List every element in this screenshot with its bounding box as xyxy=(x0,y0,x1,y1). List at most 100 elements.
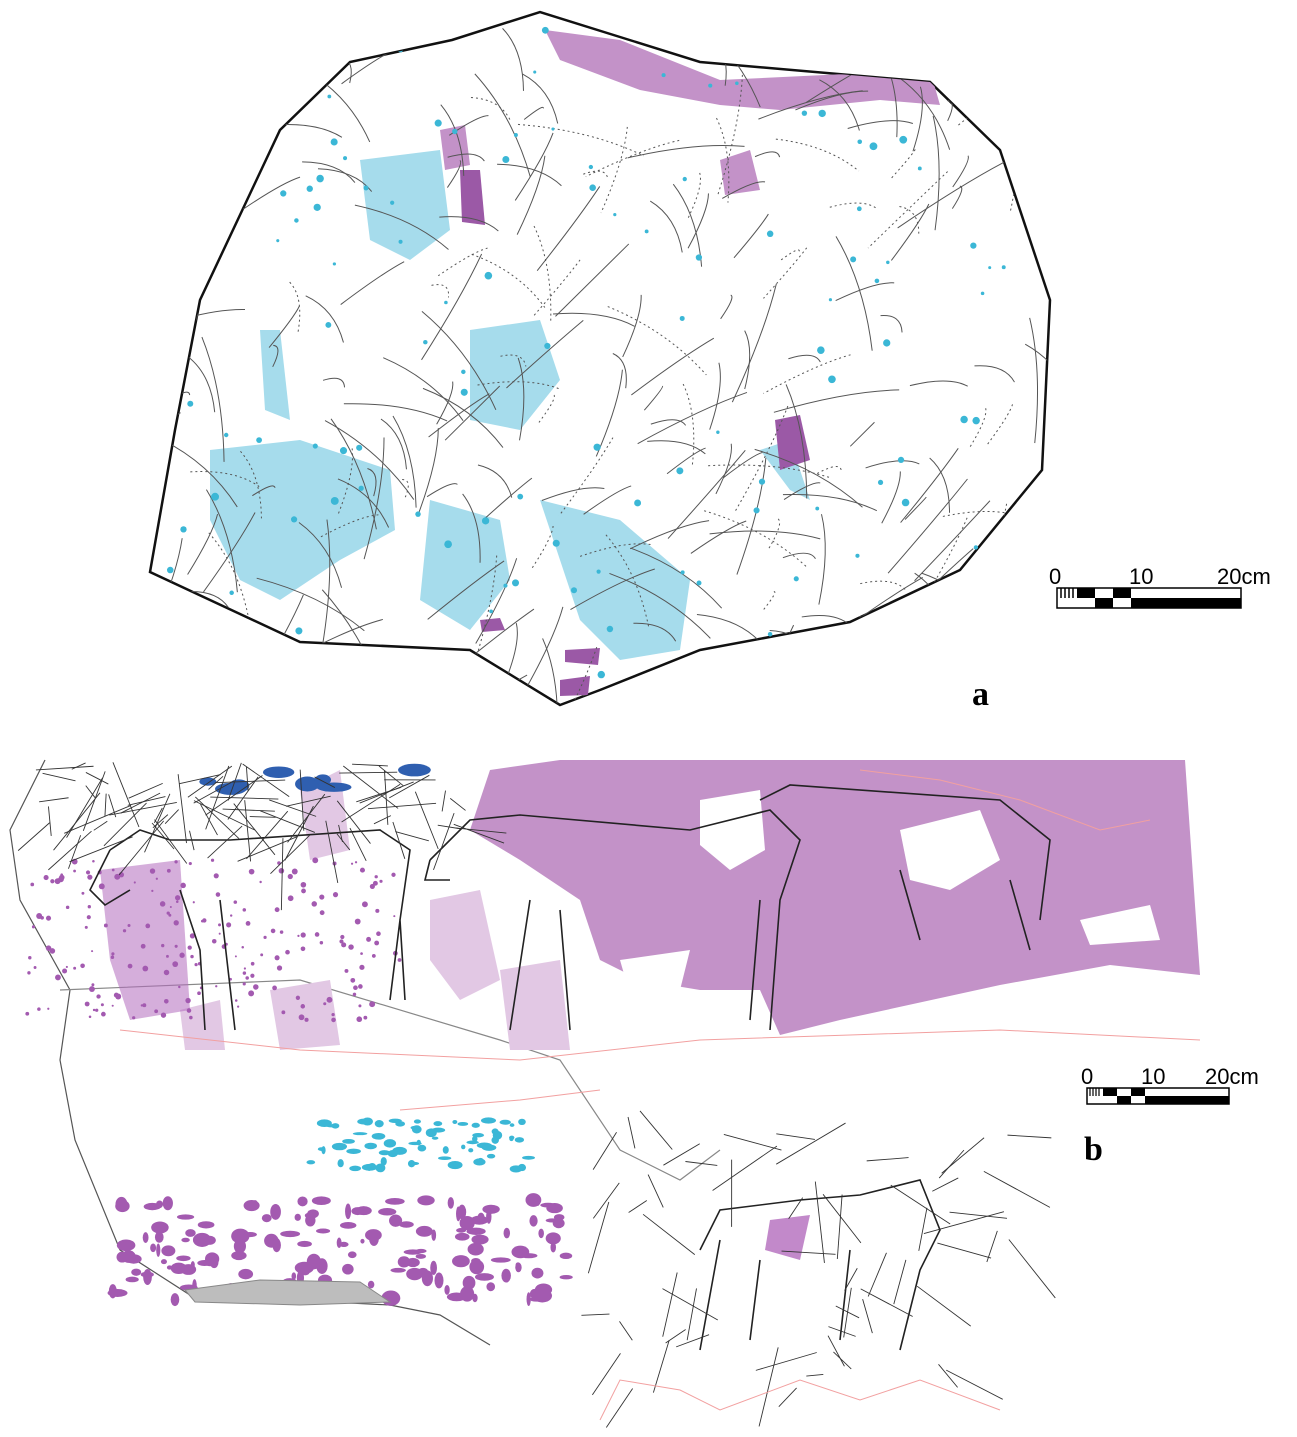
scratch xyxy=(828,1336,844,1367)
pigment-dot xyxy=(448,1197,454,1209)
pigment-dot xyxy=(55,878,61,884)
pigment-dot xyxy=(481,1117,496,1123)
pigment-dot xyxy=(735,81,739,85)
pigment-dot xyxy=(398,764,431,777)
scratch xyxy=(86,772,108,784)
scratch xyxy=(806,1374,823,1376)
pigment-dot xyxy=(263,936,266,939)
scratch xyxy=(862,631,914,692)
pigment-dot xyxy=(418,1145,427,1152)
stone-lump xyxy=(185,1280,390,1305)
pigment-dot xyxy=(95,1009,98,1012)
pigment-dot xyxy=(215,985,217,987)
scratch xyxy=(179,145,199,240)
scratch xyxy=(246,811,287,859)
pigment-dot xyxy=(312,857,318,863)
pigment-dot xyxy=(81,892,84,895)
pigment-dot xyxy=(218,923,221,926)
scratch xyxy=(967,565,1007,637)
scratch xyxy=(629,1201,647,1213)
pigment-dot xyxy=(457,1122,468,1126)
scratch xyxy=(868,1253,886,1297)
pigment-dot xyxy=(415,1249,426,1253)
pigment-dot xyxy=(486,1209,491,1223)
pigment-dot xyxy=(531,1268,543,1279)
scratch xyxy=(713,1146,777,1190)
pigment-dot xyxy=(343,156,347,160)
pigment-dot xyxy=(452,129,457,134)
scratch xyxy=(210,797,278,799)
pigment-dot xyxy=(73,967,76,970)
pigment-dot xyxy=(30,883,34,887)
pigment-dot xyxy=(416,1254,426,1259)
scratch xyxy=(72,763,86,769)
scratch xyxy=(663,1144,699,1165)
panel-label: b xyxy=(1084,1131,1103,1168)
pigment-dot xyxy=(676,467,683,474)
scratch xyxy=(164,24,174,53)
pigment-dot xyxy=(337,1238,342,1248)
pigment-dot xyxy=(117,1252,128,1263)
pigment-dot xyxy=(112,869,115,872)
pigment-dot xyxy=(151,890,153,892)
pigment-dot xyxy=(307,1209,319,1218)
pigment-dot xyxy=(444,1285,449,1295)
pigment-dot xyxy=(234,900,238,904)
pigment-dot xyxy=(333,892,338,897)
pigment-dot xyxy=(141,944,146,949)
pigment-dot xyxy=(375,1120,384,1127)
pigment-dot xyxy=(338,1159,344,1167)
pigment-dot xyxy=(85,926,88,929)
pigment-dot xyxy=(249,869,255,875)
pigment-dot xyxy=(477,1213,484,1223)
pigment-dot xyxy=(360,1239,364,1244)
scratch xyxy=(170,695,242,750)
pigment-dot xyxy=(176,1255,190,1261)
panel-a: 0 10 20cm a xyxy=(105,12,1270,774)
pigment-dot xyxy=(350,978,355,983)
pigment-dot xyxy=(296,996,300,1000)
scratch xyxy=(281,838,283,910)
pigment-dot xyxy=(422,1270,433,1286)
pigment-dot xyxy=(87,915,91,919)
scratch xyxy=(939,1150,964,1178)
pigment-dot xyxy=(174,860,177,863)
pigment-dot xyxy=(260,953,263,956)
pigment-dot xyxy=(235,955,237,957)
pigment-dot xyxy=(898,457,904,463)
pigment-dot xyxy=(59,875,64,880)
pigment-dot xyxy=(560,1275,573,1279)
pigment-dot xyxy=(311,901,317,907)
pigment-dot xyxy=(353,1132,368,1135)
pigment-dot xyxy=(156,1200,163,1208)
scratch xyxy=(195,797,239,839)
pigment-dot xyxy=(141,1272,154,1278)
pigment-dot xyxy=(366,937,371,942)
pigment-dot xyxy=(829,298,832,301)
pigment-dot xyxy=(468,1148,473,1152)
pigment-dot xyxy=(342,1139,355,1144)
pigment-dot xyxy=(801,696,809,704)
pigment-dot xyxy=(514,133,518,137)
pigment-dot xyxy=(319,894,324,899)
pigment-dot xyxy=(271,929,276,934)
scratch xyxy=(721,645,840,655)
pigment-dot xyxy=(988,266,991,269)
pigment-dot xyxy=(323,1002,326,1005)
scratch xyxy=(628,1117,635,1148)
pigment-dot xyxy=(453,1162,459,1168)
pigment-dot xyxy=(417,1195,434,1205)
pigment-dot xyxy=(301,889,306,894)
scratch xyxy=(245,800,251,861)
pigment-dot xyxy=(551,127,554,130)
scratch xyxy=(105,794,106,817)
pigment-dot xyxy=(181,1264,196,1275)
scratch xyxy=(648,1175,663,1208)
pigment-dot xyxy=(166,955,169,958)
pigment-dot xyxy=(315,932,320,937)
pigment-dot xyxy=(875,279,880,284)
pigment-dot xyxy=(835,41,839,45)
pigment-dot xyxy=(172,961,178,967)
scratch xyxy=(970,21,1028,47)
pigment-dot xyxy=(243,982,246,985)
